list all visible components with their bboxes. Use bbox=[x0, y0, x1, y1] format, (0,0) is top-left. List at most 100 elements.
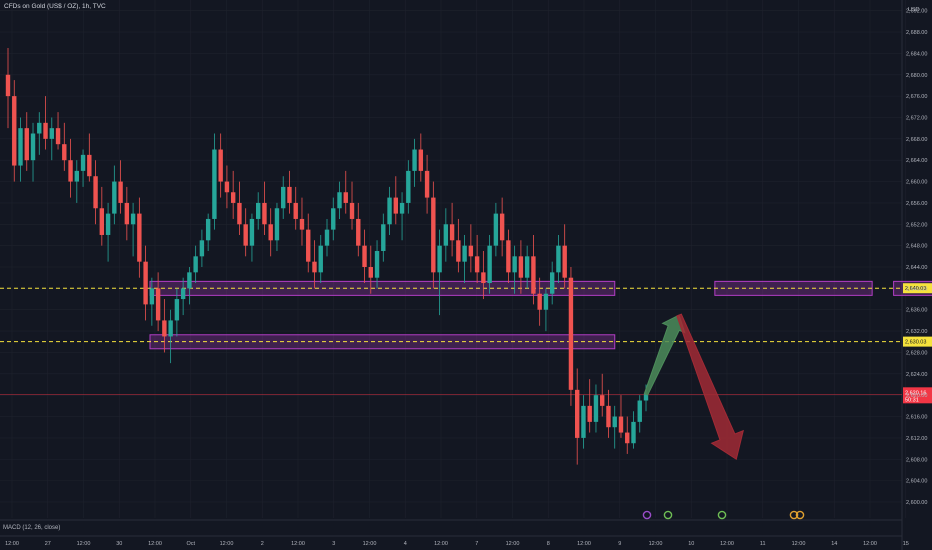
candle-body bbox=[212, 149, 217, 219]
time-tick-label: 12:00 bbox=[577, 541, 591, 547]
time-tick-label: 7 bbox=[475, 541, 478, 547]
time-tick-label: 9 bbox=[618, 541, 621, 547]
candle-body bbox=[180, 288, 186, 300]
candle-body bbox=[462, 245, 467, 262]
candle-body bbox=[218, 149, 223, 182]
event-marker-icon bbox=[717, 510, 727, 520]
candle-body bbox=[5, 74, 11, 97]
candle-body bbox=[281, 186, 286, 209]
candle-body bbox=[249, 218, 255, 246]
candle-body bbox=[512, 256, 517, 273]
time-tick-label: 10 bbox=[688, 541, 694, 547]
candle-body bbox=[524, 256, 530, 278]
current-price-label: 2,620.16 bbox=[905, 390, 926, 396]
candle-body bbox=[224, 181, 230, 193]
candle-body bbox=[193, 256, 198, 273]
candle-body bbox=[531, 256, 536, 294]
candle-body bbox=[581, 405, 586, 438]
price-tick-label: 2,692.00 bbox=[906, 9, 927, 15]
time-tick-label: 12:00 bbox=[77, 541, 91, 547]
candle-body bbox=[418, 149, 424, 171]
candle-body bbox=[49, 128, 54, 139]
time-tick-label: 11 bbox=[760, 541, 766, 547]
price-tick-label: 2,604.00 bbox=[906, 479, 927, 485]
candle-body bbox=[93, 176, 98, 209]
candle-body bbox=[587, 405, 592, 422]
candle-body bbox=[437, 245, 442, 273]
candle-body bbox=[562, 245, 567, 278]
price-tick-label: 2,608.00 bbox=[906, 457, 927, 463]
time-tick-label: 14 bbox=[831, 541, 837, 547]
candle-body bbox=[30, 133, 36, 161]
time-tick-label: 4 bbox=[404, 541, 407, 547]
candle-body bbox=[343, 192, 348, 203]
event-marker-icon bbox=[663, 510, 673, 520]
candle-body bbox=[618, 416, 624, 433]
candle-body bbox=[381, 224, 386, 251]
time-tick-label: 12:00 bbox=[649, 541, 663, 547]
projection-arrow-up bbox=[643, 314, 686, 396]
candle-body bbox=[468, 245, 474, 257]
candle-body bbox=[593, 395, 599, 422]
current-price-badge bbox=[903, 387, 932, 404]
price-tick-label: 2,660.00 bbox=[906, 180, 927, 186]
price-tick-label: 2,616.00 bbox=[906, 415, 927, 421]
price-tick-label: 2,652.00 bbox=[906, 222, 927, 228]
candle-body bbox=[574, 389, 580, 438]
macd-indicator-label[interactable]: MACD (12, 26, close) bbox=[3, 525, 61, 531]
candle-body bbox=[199, 240, 205, 257]
candle-body bbox=[393, 197, 399, 214]
candle-body bbox=[399, 202, 405, 214]
candle-body bbox=[118, 181, 123, 203]
candle-body bbox=[481, 272, 486, 284]
candle-body bbox=[362, 245, 367, 268]
price-tick-label: 2,672.00 bbox=[906, 115, 927, 121]
candle-body bbox=[306, 229, 311, 262]
candle-body bbox=[187, 272, 192, 289]
price-axis[interactable]: USD 2,692.00 2,688.00 2,684.00 2,680.00 2,67… bbox=[906, 7, 927, 506]
projection-arrows bbox=[643, 313, 744, 461]
candle-body bbox=[431, 197, 436, 273]
price-level-badge bbox=[903, 283, 932, 294]
candle-body bbox=[625, 432, 630, 444]
candle-body bbox=[449, 224, 455, 241]
time-tick-label: 12:00 bbox=[434, 541, 448, 547]
time-tick-label: 12:00 bbox=[720, 541, 734, 547]
price-tick-label: 2,620.00 bbox=[906, 393, 927, 399]
price-tick-label: 2,676.00 bbox=[906, 94, 927, 100]
candle-body bbox=[137, 213, 142, 262]
candle-body bbox=[80, 154, 86, 171]
candle-body bbox=[130, 213, 136, 225]
candle-body bbox=[299, 218, 305, 230]
candle-body bbox=[443, 224, 449, 246]
time-tick-label: 12:00 bbox=[291, 541, 305, 547]
event-marker-icon bbox=[642, 510, 652, 520]
candle-body bbox=[600, 395, 605, 406]
candle-body bbox=[331, 208, 336, 230]
time-tick-label: 12:00 bbox=[148, 541, 162, 547]
time-tick-label: 2 bbox=[261, 541, 264, 547]
candle-body bbox=[412, 149, 417, 171]
candle-body bbox=[637, 400, 642, 422]
candle-body bbox=[237, 202, 242, 225]
time-tick-label: 8 bbox=[547, 541, 550, 547]
price-level-badge bbox=[903, 336, 932, 347]
candle-body bbox=[155, 288, 161, 321]
candle-body bbox=[387, 197, 392, 225]
chart-grid bbox=[0, 0, 907, 550]
time-tick-label: 30 bbox=[116, 541, 122, 547]
candle-body bbox=[612, 416, 617, 428]
candle-body bbox=[349, 202, 355, 219]
candle-body bbox=[549, 272, 555, 294]
price-tick-label: 2,668.00 bbox=[906, 137, 927, 143]
candle-body bbox=[374, 250, 380, 278]
support-resistance-zones bbox=[149, 280, 932, 350]
price-tick-label: 2,684.00 bbox=[906, 51, 927, 57]
candle-body bbox=[68, 160, 73, 182]
candle-body bbox=[87, 154, 92, 177]
price-tick-label: 2,644.00 bbox=[906, 265, 927, 271]
event-markers bbox=[642, 510, 805, 520]
time-axis[interactable]: 12:00 27 12:00 30 12:00 Oct 12:00 2 12:00 3 12:00 4… bbox=[5, 541, 909, 547]
